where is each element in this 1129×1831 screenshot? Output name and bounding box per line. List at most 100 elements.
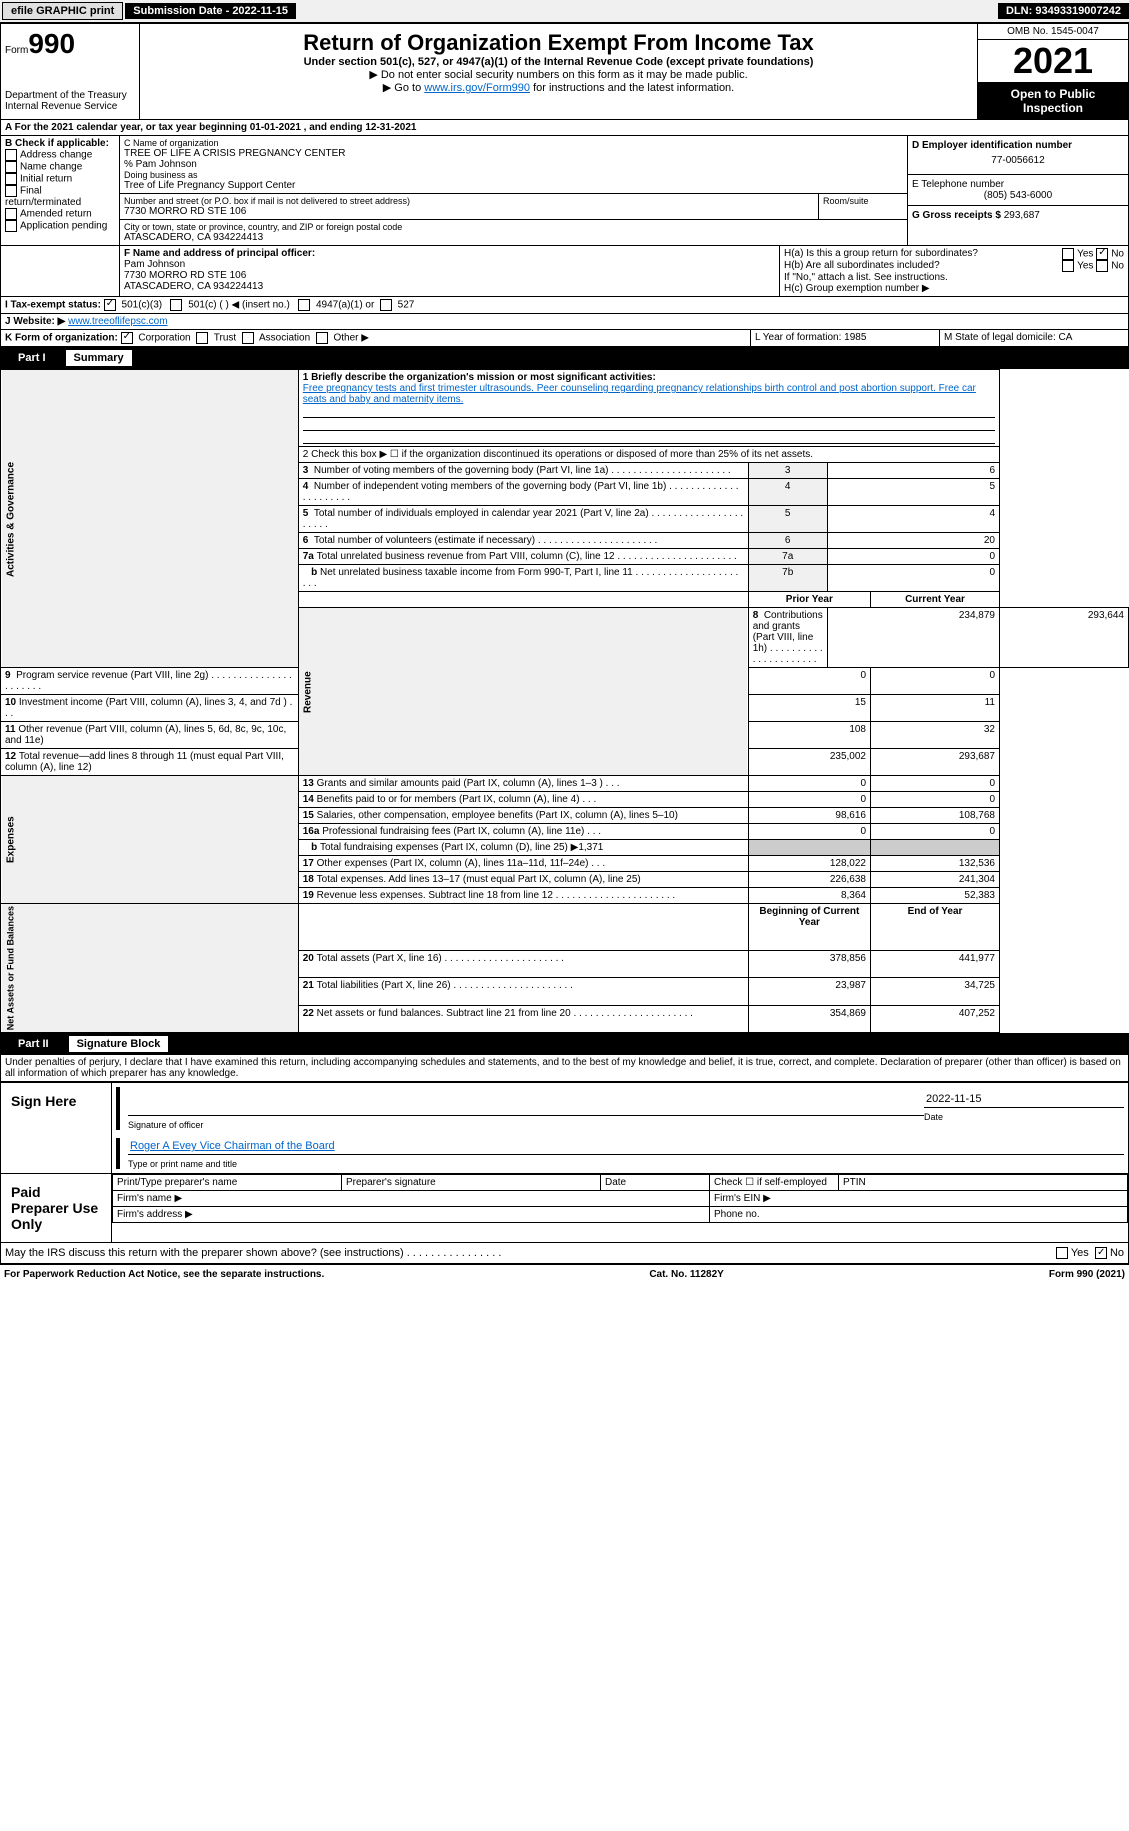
part1-title: Summary [66, 350, 132, 366]
prep-date-label: Date [601, 1175, 710, 1191]
sub-title: Under section 501(c), 527, or 4947(a)(1)… [146, 56, 971, 68]
submission-date: Submission Date - 2022-11-15 [125, 3, 296, 19]
sign-here-label: Sign Here [1, 1083, 112, 1173]
hb-label: H(b) Are all subordinates included? [784, 260, 940, 272]
part1-header: Part I Summary [0, 347, 1129, 369]
ha-yes[interactable]: Yes [1077, 249, 1093, 260]
current-year-hdr: Current Year [871, 592, 1000, 608]
cb-527[interactable] [380, 299, 392, 311]
sections-bcdefg: B Check if applicable: Address change Na… [0, 136, 1129, 246]
section-f: F Name and address of principal officer:… [120, 246, 780, 296]
cb-assoc[interactable] [242, 332, 254, 344]
header-bar: efile GRAPHIC print Submission Date - 20… [0, 0, 1129, 23]
street-label: Number and street (or P.O. box if mail i… [124, 196, 814, 206]
cb-501c[interactable] [170, 299, 182, 311]
part2-title: Signature Block [69, 1036, 169, 1052]
end-year-hdr: End of Year [871, 904, 1000, 951]
sections-klm: K Form of organization: Corporation Trus… [0, 330, 1129, 347]
ha-no[interactable]: No [1111, 249, 1124, 260]
dba: Tree of Life Pregnancy Support Center [124, 180, 903, 191]
phone: (805) 543-6000 [912, 190, 1124, 201]
section-j-row: J Website: ▶ www.treeoflifepsc.com [0, 314, 1129, 330]
cb-discuss-no[interactable] [1095, 1247, 1107, 1259]
ptin-label: PTIN [839, 1175, 1128, 1191]
section-deg: D Employer identification number 77-0056… [908, 136, 1128, 245]
opt-name: Name change [20, 162, 82, 173]
e-label: E Telephone number [912, 179, 1124, 190]
spacer-left [1, 246, 120, 296]
part1-label: Part I [8, 350, 56, 366]
section-c: C Name of organization TREE OF LIFE A CR… [120, 136, 908, 245]
gross-receipts: 293,687 [1004, 210, 1040, 221]
hc-label: H(c) Group exemption number ▶ [784, 283, 1124, 294]
section-j: J Website: ▶ www.treeoflifepsc.com [1, 314, 1128, 329]
website-link[interactable]: www.treeoflifepsc.com [68, 316, 167, 327]
opt-other: Other ▶ [333, 333, 368, 344]
cb-trust[interactable] [196, 332, 208, 344]
begin-year-hdr: Beginning of Current Year [748, 904, 870, 951]
officer-addr1: 7730 MORRO RD STE 106 [124, 270, 775, 281]
officer-addr2: ATASCADERO, CA 934224413 [124, 281, 775, 292]
instr2-post: for instructions and the latest informat… [530, 82, 734, 94]
city: ATASCADERO, CA 934224413 [124, 232, 903, 243]
officer-name: Pam Johnson [124, 259, 775, 270]
part2-label: Part II [8, 1036, 59, 1052]
form-footer: Form 990 (2021) [1049, 1269, 1125, 1280]
cb-address[interactable]: Address change [5, 149, 115, 161]
cb-corp[interactable] [121, 332, 133, 344]
dept-treasury: Department of the Treasury [5, 90, 135, 101]
form990-link[interactable]: www.irs.gov/Form990 [424, 82, 530, 94]
k-label: K Form of organization: [5, 333, 118, 344]
cb-amended[interactable]: Amended return [5, 208, 115, 220]
cb-4947[interactable] [298, 299, 310, 311]
discuss-text: May the IRS discuss this return with the… [5, 1247, 404, 1259]
section-m: M State of legal domicile: CA [940, 330, 1128, 346]
opt-4947: 4947(a)(1) or [316, 300, 374, 311]
cb-name[interactable]: Name change [5, 161, 115, 173]
part1-table: Activities & Governance 1 Briefly descri… [0, 369, 1129, 1033]
room-label: Room/suite [819, 194, 907, 219]
paid-prep-label: Paid Preparer Use Only [1, 1174, 112, 1242]
cb-pending[interactable]: Application pending [5, 220, 115, 232]
c-name-label: C Name of organization [124, 138, 903, 148]
cb-other[interactable] [316, 332, 328, 344]
omb-number: OMB No. 1545-0047 [978, 24, 1128, 40]
title-box: Return of Organization Exempt From Incom… [140, 24, 977, 119]
b-label: B Check if applicable: [5, 138, 115, 149]
sections-ij: I Tax-exempt status: 501(c)(3) 501(c) ( … [0, 297, 1129, 314]
street: 7730 MORRO RD STE 106 [124, 206, 814, 217]
sections-fh: F Name and address of principal officer:… [0, 246, 1129, 297]
cal-year: A For the 2021 calendar year, or tax yea… [1, 120, 1128, 135]
cb-initial[interactable]: Initial return [5, 173, 115, 185]
d-label: D Employer identification number [912, 140, 1124, 151]
vert-na: Net Assets or Fund Balances [1, 904, 299, 1033]
instr-1: ▶ Do not enter social security numbers o… [146, 68, 971, 81]
prior-year-hdr: Prior Year [748, 592, 870, 608]
public-inspection: Open to Public Inspection [978, 83, 1128, 119]
vert-rev: Revenue [298, 608, 748, 776]
cb-501c3[interactable] [104, 299, 116, 311]
opt-501c: 501(c) ( ) ◀ (insert no.) [188, 300, 290, 311]
section-h: H(a) Is this a group return for subordin… [780, 246, 1128, 296]
hb-no[interactable]: No [1111, 261, 1124, 272]
form-number-box: Form990 Department of the Treasury Inter… [1, 24, 140, 119]
sign-here-box: Sign Here Signature of officer 2022-11-1… [0, 1082, 1129, 1174]
dba-label: Doing business as [124, 170, 903, 180]
sig-officer-label: Signature of officer [128, 1120, 924, 1130]
cb-discuss-yes[interactable] [1056, 1247, 1068, 1259]
firm-addr-label: Firm's address ▶ [113, 1207, 710, 1223]
officer-typed-name: Roger A Evey Vice Chairman of the Board [128, 1138, 1124, 1155]
section-a-row: A For the 2021 calendar year, or tax yea… [0, 120, 1129, 136]
instr-2: ▶ Go to www.irs.gov/Form990 for instruct… [146, 81, 971, 94]
discuss-no: No [1110, 1247, 1124, 1259]
part2-header: Part II Signature Block [0, 1033, 1129, 1055]
opt-initial: Initial return [20, 174, 72, 185]
form-title-row: Form990 Department of the Treasury Inter… [0, 23, 1129, 120]
irs-label: Internal Revenue Service [5, 101, 135, 112]
cb-final[interactable]: Final return/terminated [5, 185, 115, 208]
efile-button[interactable]: efile GRAPHIC print [2, 2, 123, 20]
ha-label: H(a) Is this a group return for subordin… [784, 248, 978, 260]
opt-address: Address change [20, 150, 92, 161]
opt-corp: Corporation [138, 333, 190, 344]
hb-yes[interactable]: Yes [1077, 261, 1093, 272]
